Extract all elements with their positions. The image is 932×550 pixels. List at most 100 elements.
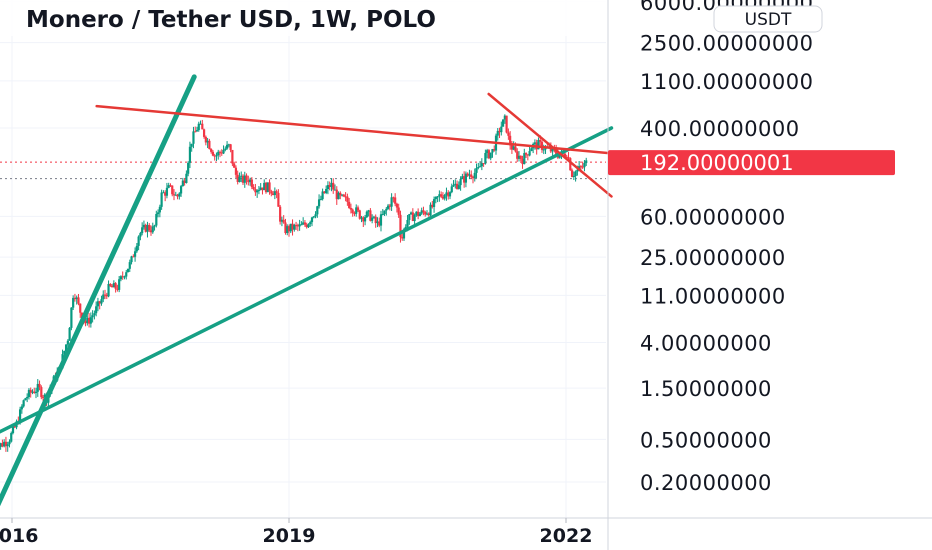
candle	[454, 179, 457, 189]
candle	[532, 142, 535, 154]
candle	[8, 439, 11, 448]
candle	[574, 170, 577, 182]
candle	[390, 193, 393, 211]
candle	[570, 168, 574, 178]
price-tick-label: 400.00000000	[640, 117, 800, 141]
price-tick-label: 4.00000000	[640, 331, 772, 355]
candle	[275, 189, 278, 199]
candle	[381, 209, 384, 216]
candle	[376, 217, 379, 228]
candle	[528, 146, 531, 157]
candle	[321, 188, 324, 201]
candle	[68, 326, 71, 341]
candle	[210, 148, 213, 154]
candle	[130, 255, 133, 265]
candle	[455, 180, 459, 190]
candle	[24, 397, 27, 401]
candle	[349, 203, 353, 214]
candle	[236, 170, 239, 185]
candle	[89, 312, 92, 328]
candle	[310, 216, 314, 227]
candle	[427, 212, 430, 217]
candle	[233, 161, 236, 168]
candle	[211, 150, 215, 157]
candle	[425, 210, 429, 216]
time-axis[interactable]: 2016 2019 2022	[0, 518, 592, 547]
candle	[202, 128, 206, 139]
candle	[305, 222, 308, 229]
candle	[353, 211, 356, 217]
candle	[286, 224, 289, 236]
candle	[282, 215, 285, 224]
candle	[496, 127, 499, 141]
candle	[463, 171, 466, 188]
red-trendline-4[interactable]	[487, 92, 613, 198]
candle	[181, 177, 184, 187]
candle	[222, 145, 225, 155]
candle	[408, 213, 411, 225]
candle	[509, 131, 512, 150]
candle	[254, 183, 257, 196]
candle	[501, 119, 505, 127]
green-trendline-2[interactable]	[0, 126, 614, 435]
candle	[245, 173, 248, 185]
candle	[356, 205, 360, 213]
candle	[294, 221, 298, 231]
green-trendline-1[interactable]	[0, 74, 197, 514]
candle	[206, 137, 209, 149]
candle	[142, 220, 146, 230]
candle	[307, 223, 310, 229]
candle	[160, 189, 163, 210]
candle	[268, 179, 271, 195]
candle	[229, 143, 232, 153]
candle	[432, 196, 436, 213]
candle	[358, 209, 361, 220]
title-backdrop	[0, 0, 606, 36]
candle	[261, 187, 264, 195]
candle	[224, 146, 227, 152]
trendlines[interactable]	[0, 74, 614, 514]
candle	[121, 271, 124, 280]
candle	[107, 280, 110, 298]
candle	[478, 161, 482, 168]
candlestick-series	[0, 114, 588, 452]
candle	[471, 175, 475, 184]
current-price-badge: 192.00000001	[608, 150, 895, 176]
current-price-label: 192.00000001	[640, 151, 794, 175]
candle	[40, 385, 43, 400]
candle	[351, 208, 354, 217]
candle	[29, 387, 32, 398]
candle	[277, 189, 280, 207]
candle	[493, 145, 496, 152]
candle	[436, 196, 439, 203]
candle	[450, 183, 453, 194]
red-trendline-3[interactable]	[95, 104, 613, 155]
candle	[199, 120, 202, 125]
candle	[234, 165, 238, 178]
candle	[369, 208, 372, 222]
candle	[296, 223, 299, 232]
candle	[195, 126, 199, 132]
candle	[309, 220, 312, 227]
candle	[119, 275, 123, 282]
candle	[162, 190, 165, 194]
candle	[116, 284, 119, 292]
dotted-levels	[0, 161, 606, 180]
candle	[326, 181, 330, 195]
candle	[362, 216, 365, 228]
candle	[371, 214, 374, 224]
candle	[259, 183, 262, 191]
currency-button[interactable]: USDT	[713, 5, 823, 33]
price-axis[interactable]: 6000.000000002500.000000001100.000000004…	[640, 0, 814, 495]
candle	[151, 222, 154, 234]
candle	[72, 295, 75, 310]
candle	[192, 126, 195, 149]
candle	[171, 185, 174, 197]
candle	[317, 194, 321, 209]
candle	[287, 224, 291, 237]
candle	[337, 191, 340, 200]
candle	[183, 177, 186, 186]
candle	[133, 247, 137, 262]
candle	[397, 203, 400, 218]
